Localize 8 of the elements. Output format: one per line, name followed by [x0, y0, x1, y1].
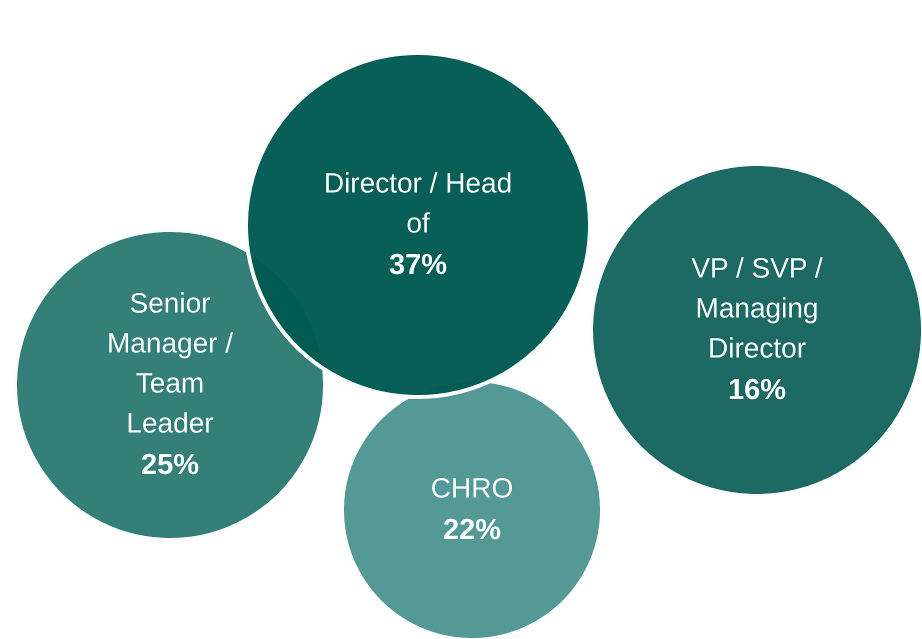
data-label: 25% [140, 449, 200, 481]
data-label: 37% [388, 249, 448, 281]
category-label: Senior Manager / Team Leader [106, 288, 234, 438]
category-label: VP / SVP / Managing Director [691, 252, 823, 364]
data-label: 16% [728, 374, 786, 406]
category-label: Director / Head of [324, 168, 512, 238]
data-label: 22% [442, 514, 502, 546]
category-label: CHRO [430, 472, 514, 504]
